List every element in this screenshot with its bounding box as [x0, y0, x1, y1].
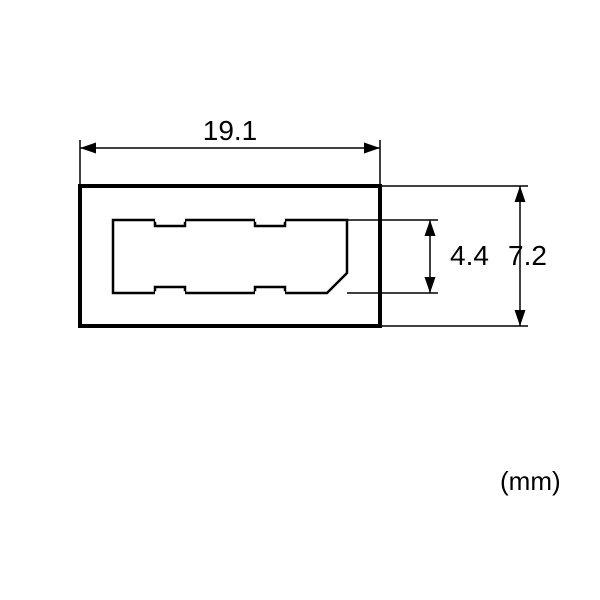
- dimension-inner-height: 4.4: [347, 220, 489, 293]
- dimension-outer-height-value: 7.2: [508, 240, 547, 271]
- dimension-width: 19.1: [80, 115, 380, 186]
- dimension-width-value: 19.1: [203, 115, 258, 146]
- connector-outer-shell: [80, 186, 380, 326]
- units-label: (mm): [500, 466, 561, 496]
- connector-inner-opening: [113, 220, 347, 293]
- dimension-inner-height-value: 4.4: [450, 240, 489, 271]
